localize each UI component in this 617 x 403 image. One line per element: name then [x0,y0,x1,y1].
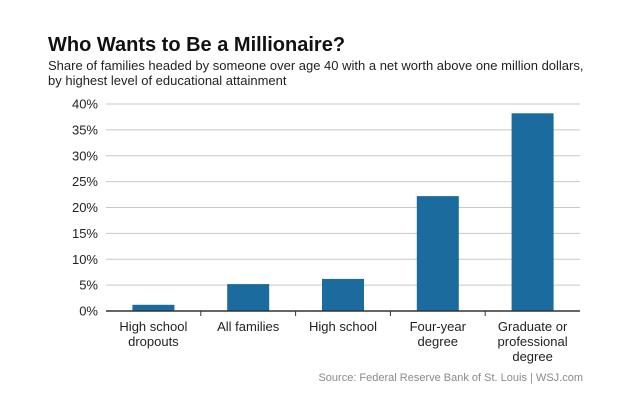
bar [132,304,175,311]
x-tick-label: All families [217,319,280,334]
bar [416,196,459,311]
bar [511,113,554,311]
bar [322,278,364,311]
grid-lines [106,103,580,286]
x-axis-labels: High school dropouts All families High scho… [119,311,568,364]
y-tick-label: 30% [72,148,98,163]
y-tick-label: 40% [72,97,98,112]
y-tick-label: 25% [72,174,98,189]
source-note: Source: Federal Reserve Bank of St. Loui… [318,372,583,384]
chart-subtitle: Share of families headed by someone over… [48,58,584,88]
y-tick-label: 10% [72,252,98,267]
x-tick-label: High school dropouts [119,319,187,349]
bars [132,113,554,311]
y-tick-label: 20% [72,200,98,215]
chart-title: Who Wants to Be a Millionaire? [48,34,346,56]
y-tick-label: 0% [79,304,98,319]
y-axis-ticks: 0% 5% 10% 15% 20% 25% 30% 35% 40% [72,97,98,319]
y-tick-label: 35% [72,122,98,137]
x-tick-label: High school [309,319,377,334]
y-tick-label: 5% [79,278,98,293]
x-tick-label: Graduate or professional degree [498,319,568,364]
bar [227,284,270,311]
x-tick-label: Four-year degree [410,319,467,349]
y-tick-label: 15% [72,226,98,241]
